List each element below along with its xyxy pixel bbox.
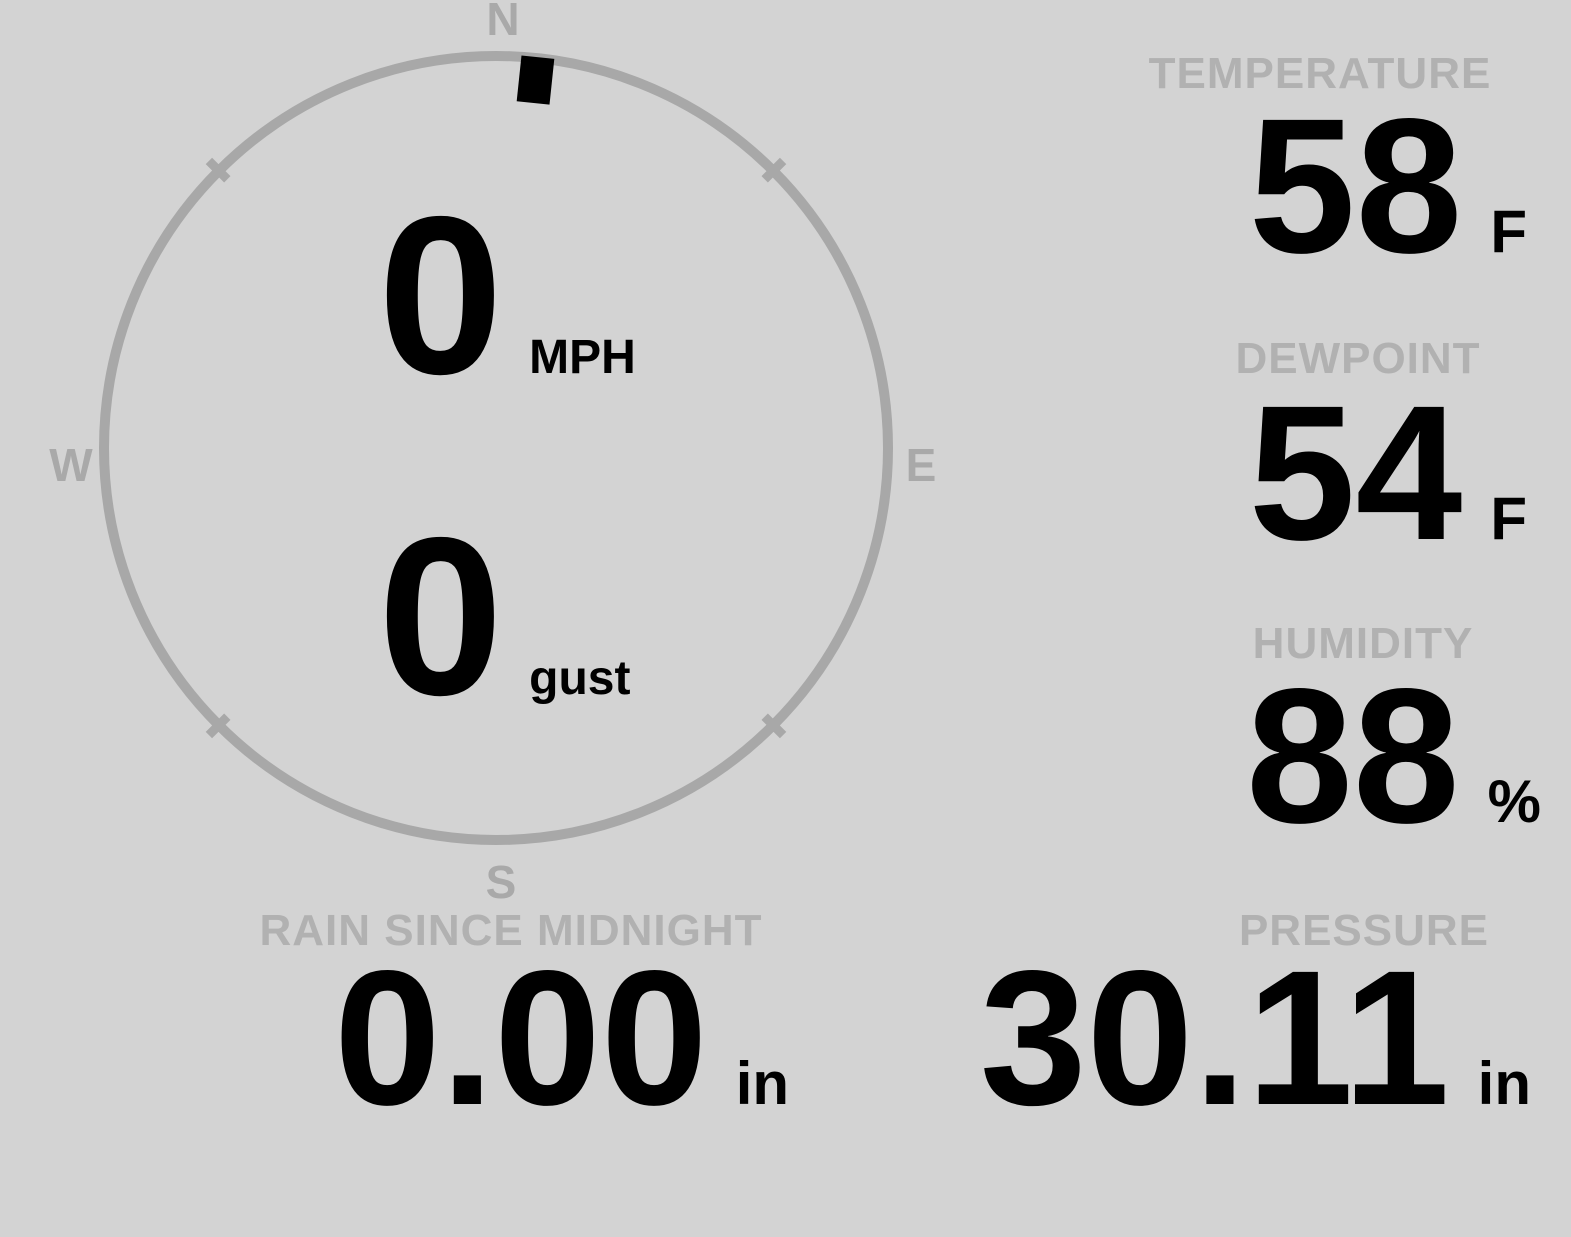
wind-speed-value: 0 xyxy=(378,169,504,421)
dewpoint-value: 54 xyxy=(1248,365,1463,580)
dewpoint-reading: 54 F xyxy=(1249,377,1527,569)
wind-speed: 0 MPH xyxy=(378,183,636,408)
pressure-unit: in xyxy=(1477,1050,1531,1117)
compass-tick-sw xyxy=(205,713,231,739)
temperature-reading: 58 F xyxy=(1249,90,1527,282)
dewpoint-unit: F xyxy=(1490,485,1527,552)
temperature-label: TEMPERATURE xyxy=(1148,49,1492,98)
temperature-unit: F xyxy=(1490,198,1527,265)
humidity-reading: 88 % xyxy=(1246,660,1541,852)
compass-dial xyxy=(99,51,893,845)
cardinal-south-label: S xyxy=(485,856,517,908)
cardinal-north-label: N xyxy=(486,0,520,45)
rain-since-midnight-reading: 0.00 in xyxy=(334,942,789,1134)
rain-since-midnight-label: RAIN SINCE MIDNIGHT xyxy=(259,906,763,955)
wind-gust: 0 gust xyxy=(378,504,630,729)
wind-direction-indicator xyxy=(516,55,555,105)
rain-since-midnight-value: 0.00 xyxy=(334,930,708,1145)
pressure-label: PRESSURE xyxy=(1238,906,1490,955)
humidity-unit: % xyxy=(1487,768,1541,835)
compass-ring xyxy=(99,51,893,845)
pressure-reading: 30.11 in xyxy=(980,942,1531,1134)
rain-since-midnight-unit: in xyxy=(735,1050,790,1117)
compass-tick-ne xyxy=(761,157,787,183)
humidity-label: HUMIDITY xyxy=(1252,619,1474,668)
dewpoint-label: DEWPOINT xyxy=(1235,334,1481,383)
compass-tick-nw xyxy=(205,157,231,183)
cardinal-east-label: E xyxy=(905,439,937,491)
temperature-value: 58 xyxy=(1248,78,1463,293)
wind-speed-unit: MPH xyxy=(529,331,636,384)
cardinal-west-label: W xyxy=(49,439,93,491)
wind-gust-unit: gust xyxy=(529,652,631,705)
pressure-value: 30.11 xyxy=(979,930,1450,1145)
compass-tick-se xyxy=(761,713,787,739)
wind-gust-value: 0 xyxy=(378,490,504,742)
humidity-value: 88 xyxy=(1246,648,1460,863)
